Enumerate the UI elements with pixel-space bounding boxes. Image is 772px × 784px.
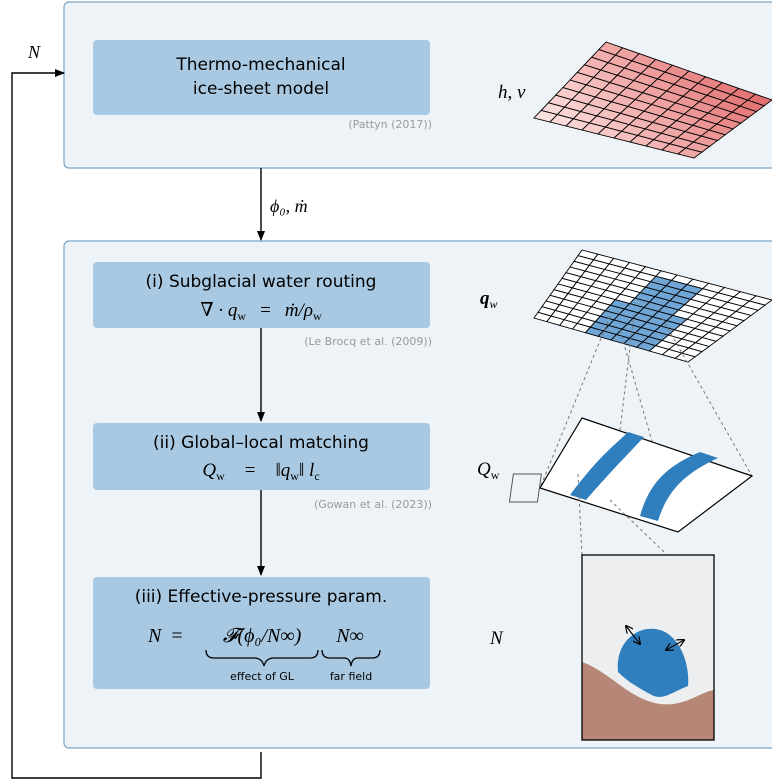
step-routing-title: (i) Subglacial water routing [146, 272, 377, 292]
step-routing-citation: (Le Brocq et al. (2009)) [304, 335, 432, 348]
ice-sheet-model-box [93, 40, 430, 115]
step-pressure-term-gl: 𝓕(ϕ₀/N∞) [223, 625, 302, 647]
ice-sheet-model-citation: (Pattyn (2017)) [348, 118, 432, 131]
brace-label-far: far field [330, 670, 372, 683]
brace-label-gl: effect of GL [230, 670, 295, 683]
step-pressure-term-far: N∞ [335, 625, 364, 647]
step-matching-citation: (Gowan et al. (2023)) [314, 498, 432, 511]
symbol-N: N [489, 628, 504, 649]
loop-label-N: N [27, 42, 41, 62]
step-pressure-title: (iii) Effective-pressure param. [135, 587, 388, 607]
ice-sheet-model-title-2: ice-sheet model [193, 79, 329, 99]
step-routing-equation: ∇ · qw = ṁ/ρw [200, 300, 322, 323]
output-symbol-h-v: h, v [498, 82, 526, 103]
ice-sheet-model-title-1: Thermo-mechanical [175, 55, 345, 75]
step-matching-title: (ii) Global–local matching [153, 433, 369, 453]
cavity-cross-section-icon [582, 555, 714, 740]
coupling-label: ϕ₀, ṁ [270, 196, 308, 216]
